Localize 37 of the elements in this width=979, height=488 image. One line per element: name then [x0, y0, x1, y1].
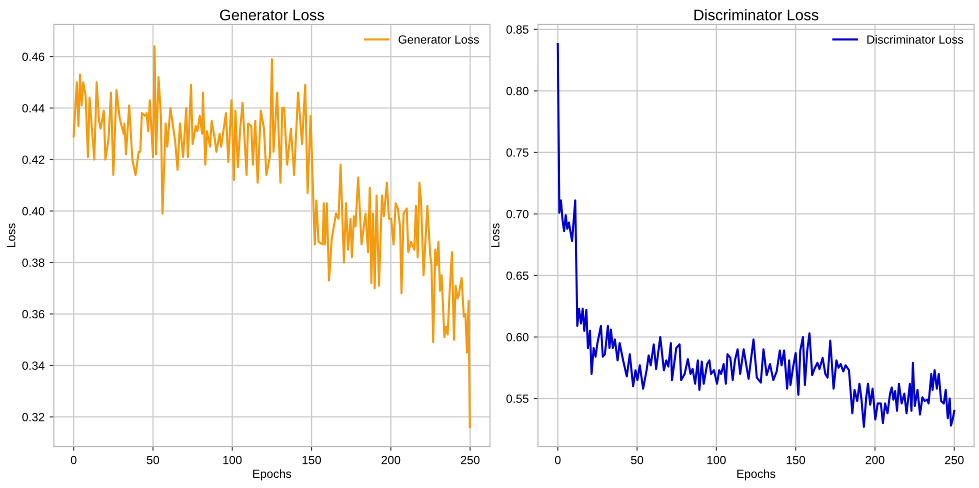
y-tick-label: 0.44	[22, 104, 44, 112]
x-tick-label: 100	[223, 456, 242, 464]
y-tick-label: 0.85	[506, 25, 528, 34]
y-tick-label: 0.34	[22, 361, 44, 370]
x-tick-label: 250	[460, 456, 480, 464]
y-tick-label: 0.70	[506, 210, 528, 218]
y-tick-label: 0.46	[22, 52, 44, 61]
legend-label: Discriminator Loss	[867, 35, 964, 44]
y-tick-label: 0.32	[22, 412, 44, 422]
y-tick-label: 0.36	[22, 310, 44, 318]
y-axis-title: Loss	[7, 223, 16, 247]
x-tick-label: 150	[786, 456, 806, 464]
x-tick-label: 0	[554, 456, 561, 464]
x-tick-label: 0	[70, 456, 76, 464]
line-series	[72, 45, 471, 428]
x-tick-label: 250	[945, 456, 964, 464]
x-tick-label: 150	[302, 456, 321, 464]
y-tick-label: 0.55	[506, 394, 528, 403]
x-axis-title: Epochs	[737, 469, 776, 480]
x-tick-label: 100	[707, 456, 726, 464]
y-axis-title: Loss	[491, 223, 500, 247]
y-tick-label: 0.38	[22, 258, 44, 267]
y-tick-label: 0.42	[22, 156, 44, 164]
x-tick-label: 200	[382, 456, 400, 464]
chart-title: Generator Loss	[220, 10, 324, 20]
y-tick-label: 0.60	[506, 333, 528, 342]
y-tick-label: 0.40	[22, 207, 44, 216]
y-tick-label: 0.80	[506, 86, 528, 96]
y-tick-label: 0.65	[506, 271, 528, 280]
y-tick-label: 0.75	[506, 148, 528, 157]
x-tick-label: 200	[866, 456, 884, 464]
line-series	[556, 43, 956, 428]
x-tick-label: 50	[630, 456, 644, 464]
x-tick-label: 50	[146, 456, 160, 464]
chart-title: Discriminator Loss	[694, 9, 818, 20]
x-axis-title: Epochs	[253, 469, 292, 480]
legend-label: Generator Loss	[398, 35, 479, 44]
